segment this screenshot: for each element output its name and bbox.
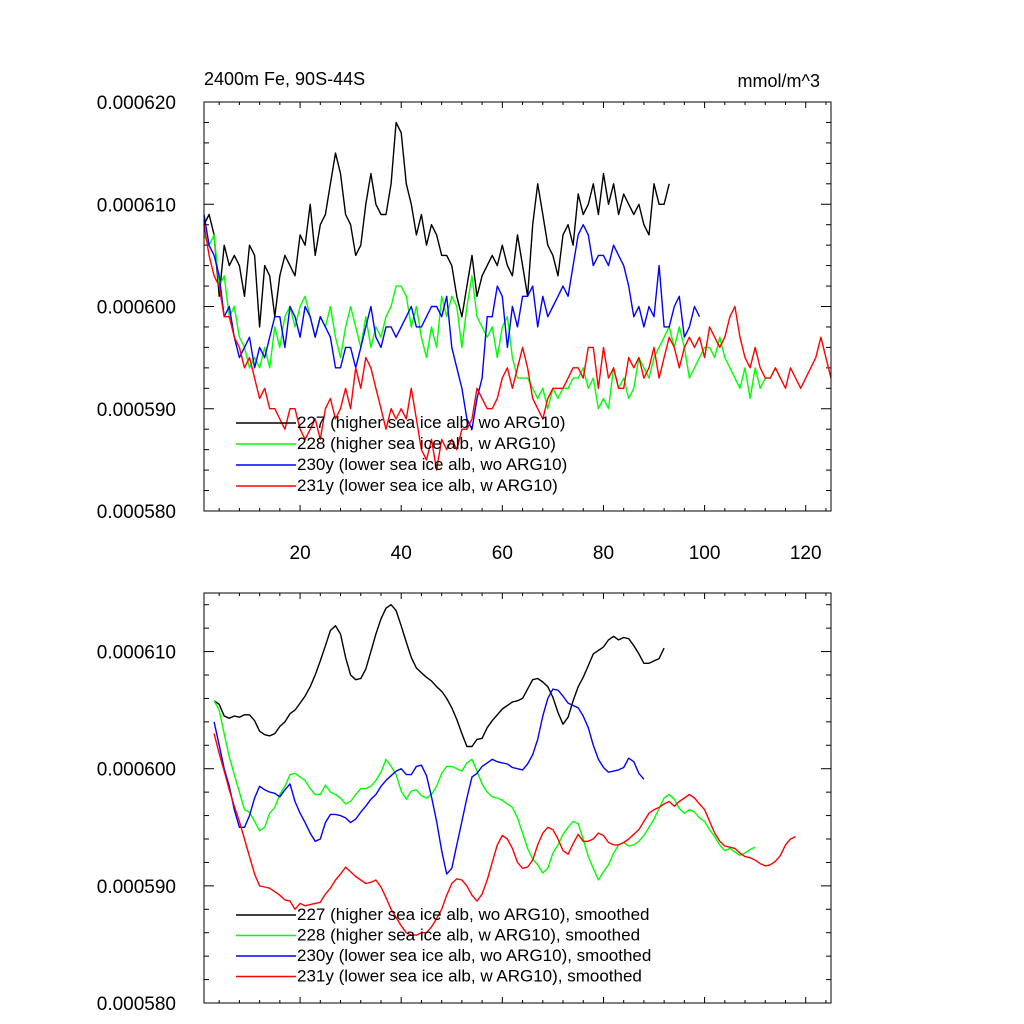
bottom-chart-panel: 0.000580 0.000590 0.000600 0.000610 227 (hi… [97, 592, 832, 1015]
bottom-y-tick-label: 0.000610 [97, 643, 176, 664]
bottom-y-tick-label: 0.000580 [97, 994, 176, 1015]
top-y-tick-label: 0.000620 [97, 93, 176, 114]
top-y-tick-label: 0.000610 [97, 195, 176, 216]
bottom-legend-label-3: 230y (lower sea ice alb, wo ARG10), smoo… [297, 946, 651, 965]
bottom-legend-label-2: 228 (higher sea ice alb, w ARG10), smoot… [297, 926, 640, 945]
bottom-chart-series [213, 604, 796, 936]
top-legend-label-2: 228 (higher sea ice alb, w ARG10) [297, 434, 556, 453]
top-chart-panel: 2400m Fe, 90S-44S mmol/m^3 20 40 60 80 100 12… [97, 69, 832, 564]
top-x-tick-label: 60 [492, 543, 513, 564]
top-x-tick-label: 80 [593, 543, 614, 564]
bottom-chart-frame [203, 592, 832, 1004]
top-x-tick-label: 20 [290, 543, 311, 564]
top-x-tick-label: 40 [391, 543, 412, 564]
bottom-series-line-4 [213, 733, 796, 936]
top-y-tick-label: 0.000600 [97, 298, 176, 319]
bottom-y-tick-label: 0.000600 [97, 760, 176, 781]
bottom-series-line-2 [213, 700, 756, 881]
top-x-tick-label: 100 [689, 543, 721, 564]
top-x-tick-label: 120 [790, 543, 822, 564]
top-series-line-1 [203, 121, 670, 328]
top-y-tick-label: 0.000590 [97, 400, 176, 421]
top-legend-label-1: 227 (higher sea ice alb, wo ARG10) [297, 413, 565, 432]
bottom-series-line-3 [213, 688, 645, 875]
bottom-legend-label-4: 231y (lower sea ice alb, w ARG10), smoot… [297, 967, 642, 986]
top-series-line-4 [203, 224, 832, 471]
top-chart-units: mmol/m^3 [738, 71, 820, 91]
top-y-tick-label: 0.000580 [97, 502, 176, 523]
top-chart-series [203, 121, 832, 471]
top-series-line-3 [203, 214, 701, 430]
top-chart-legend: 227 (higher sea ice alb, wo ARG10) 228 (h… [236, 413, 567, 495]
top-chart-title: 2400m Fe, 90S-44S [204, 69, 365, 89]
bottom-series-line-1 [213, 604, 665, 748]
bottom-chart-legend: 227 (higher sea ice alb, wo ARG10), smoo… [236, 905, 651, 986]
top-chart-frame [203, 101, 832, 512]
bottom-y-tick-label: 0.000590 [97, 877, 176, 898]
top-legend-label-4: 231y (lower sea ice alb, w ARG10) [297, 476, 558, 495]
bottom-legend-label-1: 227 (higher sea ice alb, wo ARG10), smoo… [297, 905, 649, 924]
top-legend-label-3: 230y (lower sea ice alb, wo ARG10) [297, 455, 567, 474]
